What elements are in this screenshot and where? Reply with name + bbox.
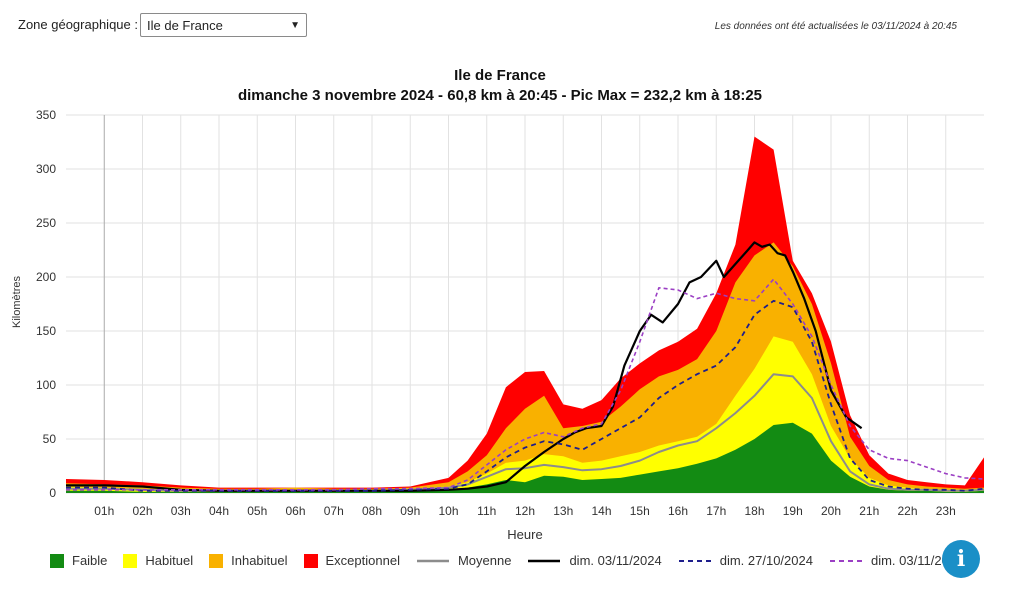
y-tick-label: 0 [49,486,56,500]
zone-label: Zone géographique : [18,17,138,32]
x-tick-label: 07h [324,504,344,518]
x-tick-label: 22h [897,504,917,518]
y-tick-label: 300 [36,162,56,176]
series-line-1 [66,241,863,492]
x-tick-label: 13h [553,504,573,518]
info-icon: i [956,546,966,572]
y-tick-label: 350 [36,108,56,122]
x-tick-label: 03h [171,504,191,518]
x-tick-label: 02h [132,504,152,518]
legend: Faible Habituel Inhabituel Exceptionnel Moye… [50,553,979,568]
x-tick-label: 09h [400,504,420,518]
x-tick-label: 14h [591,504,611,518]
legend-item[interactable]: Inhabituel [209,553,288,568]
legend-item[interactable]: Habituel [123,553,193,568]
x-tick-label: 11h [477,504,496,518]
legend-label: Inhabituel [231,553,288,568]
x-tick-label: 18h [744,504,764,518]
chart-ticks: 0 50 100 150 200 250 300 350 01h 02h 03h 04h 05h 06h 0… [36,108,956,518]
legend-label: Habituel [145,553,194,568]
chart-title-block: Ile de France dimanche 3 novembre 2024 -… [0,66,1000,106]
legend-label: Moyenne [457,553,512,568]
zone-select-value: Ile de France [147,17,223,33]
y-tick-label: 150 [36,324,56,338]
legend-line-symbol [416,559,449,562]
legend-item[interactable]: dim. 03/11/2024 [527,553,662,568]
x-tick-label: 19h [783,504,803,518]
chevron-down-icon: ▼ [290,19,300,31]
legend-item[interactable]: Moyenne [416,553,511,568]
info-button[interactable]: i [942,540,980,578]
legend-item[interactable]: Exceptionnel [303,553,400,568]
chart-bands [66,136,984,493]
update-note: Les données ont été actualisées le 03/11… [714,21,957,32]
legend-line-symbol [829,559,862,562]
legend-swatch [123,553,138,568]
x-tick-label: 12h [515,504,535,518]
x-tick-label: 21h [859,504,879,518]
y-axis-label: Kilomètres [11,276,23,328]
legend-item[interactable]: dim. 03/11/2019 [829,553,963,568]
legend-line-symbol [528,559,561,562]
band-faible [66,422,984,493]
x-tick-label: 20h [821,504,841,518]
x-tick-label: 16h [668,504,688,518]
chart-lines [66,241,985,492]
x-tick-label: 01h [94,504,114,518]
x-tick-label: 04h [209,504,229,518]
legend-label: dim. 03/11/2019 [870,553,964,568]
chart-title: Ile de France [454,67,546,84]
legend-label: Exceptionnel [325,553,400,568]
legend-label: dim. 27/10/2024 [719,553,813,568]
x-tick-label: 23h [936,504,956,518]
x-tick-label: 05h [247,504,267,518]
legend-swatch [50,553,64,568]
x-tick-label: 06h [285,504,305,518]
legend-item[interactable]: dim. 27/10/2024 [678,553,813,568]
legend-label: Faible [72,553,108,568]
y-tick-label: 200 [36,270,56,284]
legend-line-symbol [678,559,711,562]
y-tick-label: 100 [36,378,56,392]
x-tick-label: 17h [706,504,726,518]
y-tick-label: 250 [36,216,56,230]
x-tick-label: 10h [438,504,458,518]
series-line-3 [66,278,985,491]
x-tick-label: 15h [630,504,650,518]
legend-label: dim. 03/11/2024 [569,553,662,568]
x-tick-label: 08h [362,504,382,518]
legend-swatch [303,553,318,568]
y-tick-label: 50 [43,432,57,446]
legend-swatch [209,553,224,568]
chart-subtitle: dimanche 3 novembre 2024 - 60,8 km à 20:… [237,87,763,104]
zone-select[interactable]: Ile de France ▼ [140,13,307,37]
legend-item[interactable]: Faible [50,553,107,568]
x-axis-label: Heure [507,527,542,542]
